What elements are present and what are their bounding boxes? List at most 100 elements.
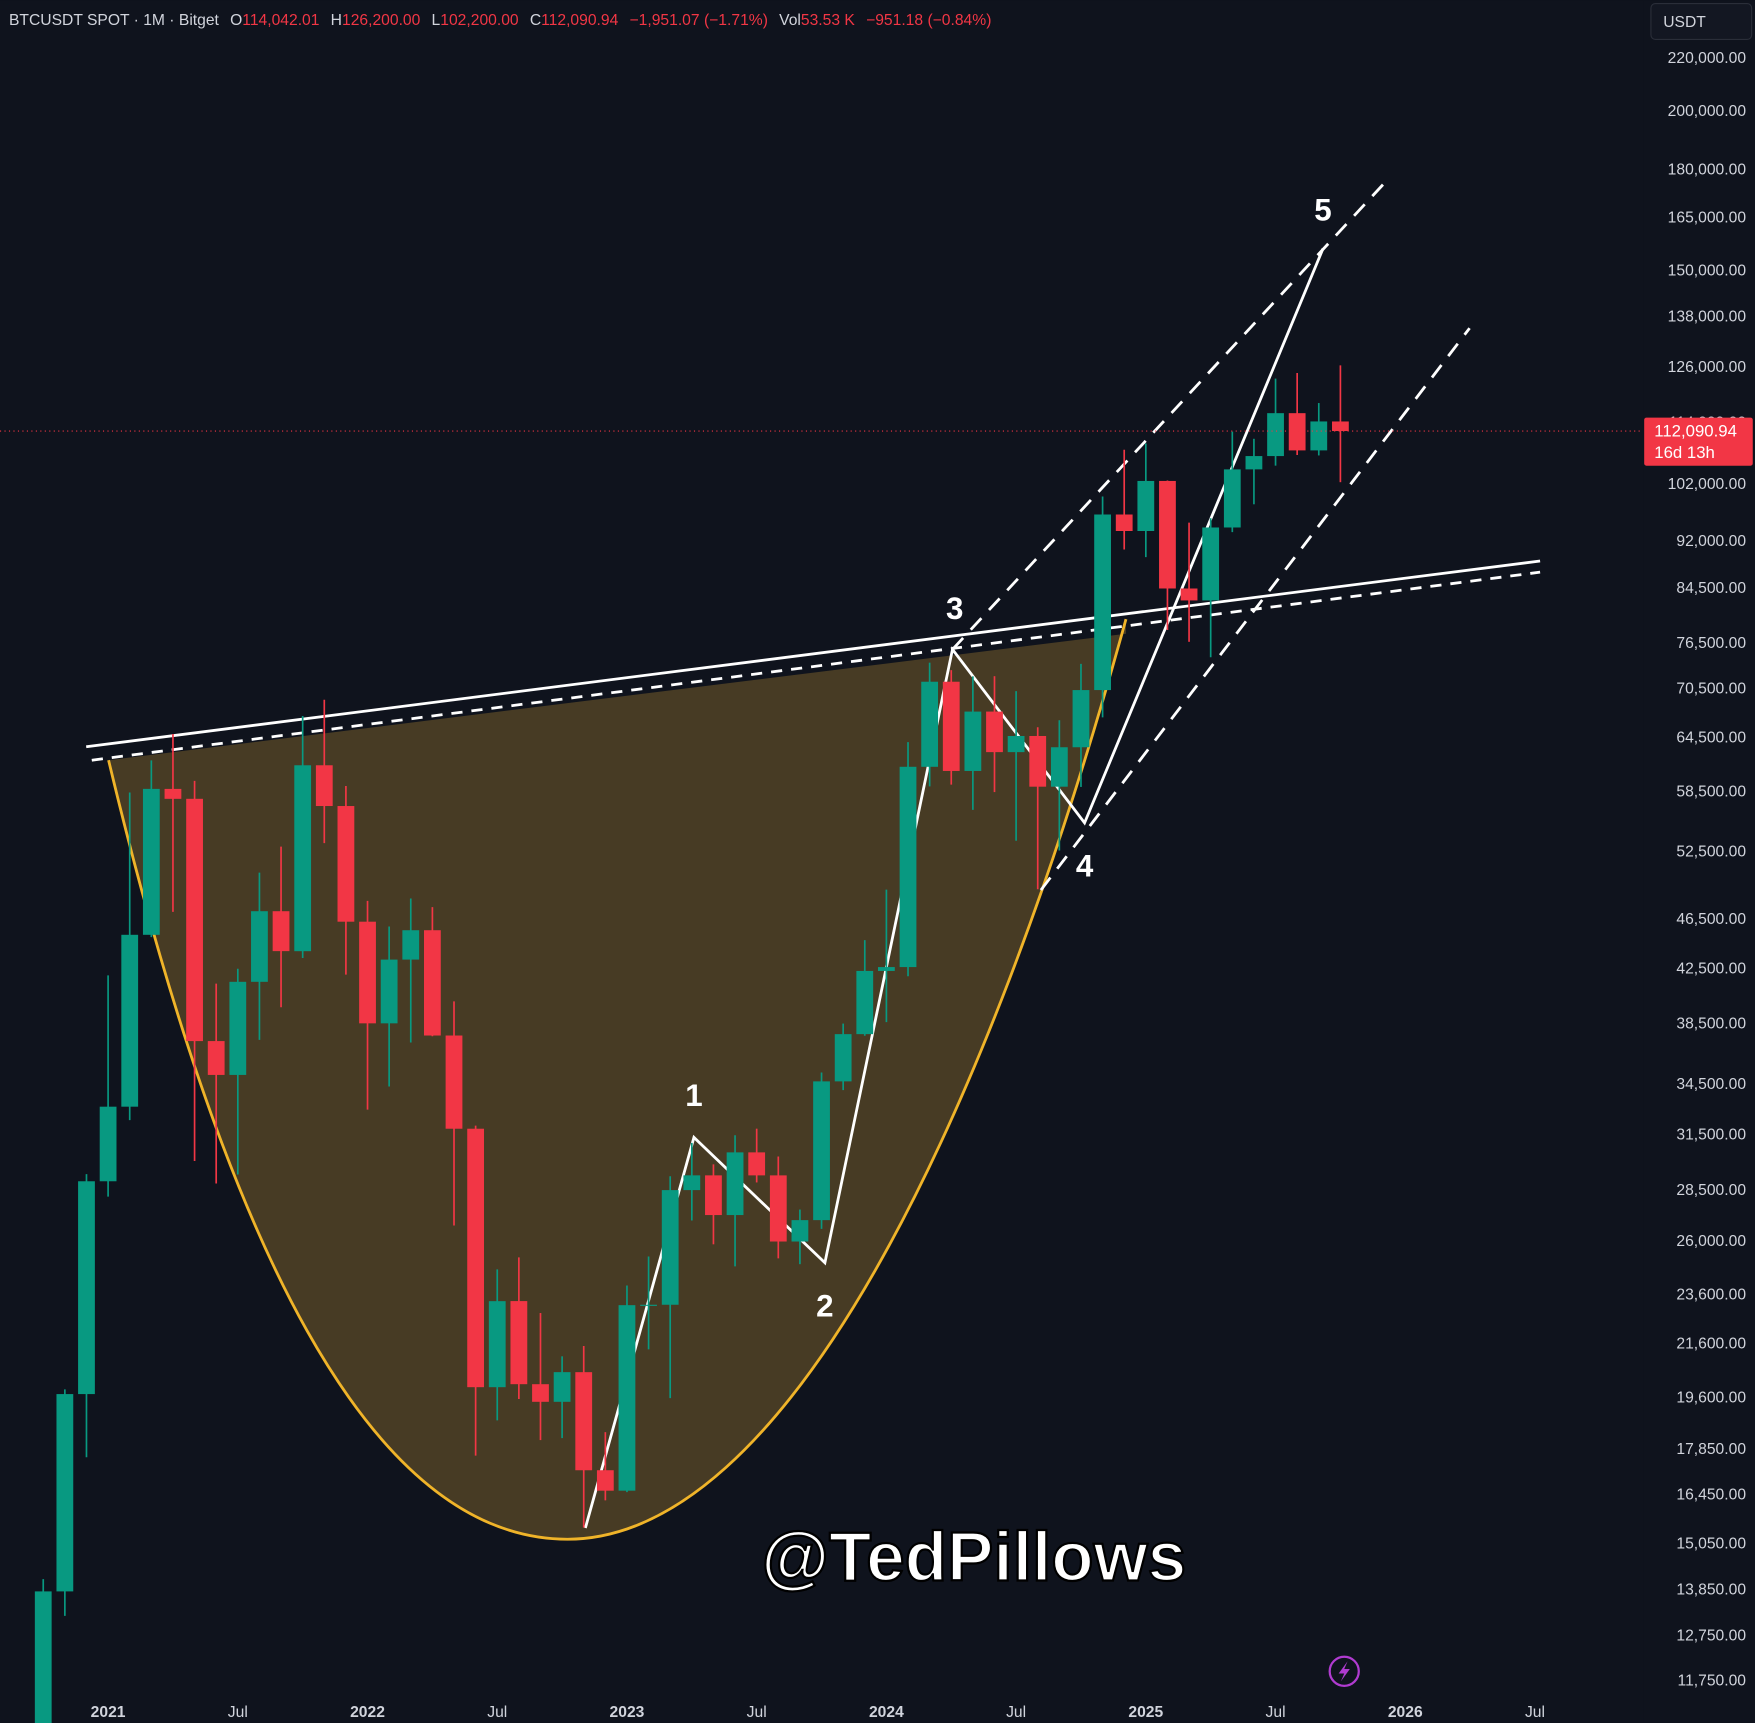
- y-tick-label: 46,500.00: [1676, 911, 1746, 928]
- candle-body: [596, 1470, 614, 1491]
- candle-body: [618, 1305, 636, 1491]
- candle-body: [640, 1304, 657, 1306]
- wave-label: 2: [816, 1288, 833, 1323]
- x-tick-label: Jul: [747, 1704, 767, 1721]
- volume-change: −951.18 (−0.84%): [866, 12, 991, 29]
- candle-body: [575, 1372, 593, 1471]
- ohlc-value: 114,042.01: [242, 12, 319, 29]
- y-tick-label: 21,600.00: [1676, 1336, 1746, 1353]
- x-tick-label: Jul: [228, 1704, 248, 1721]
- y-tick-label: 200,000.00: [1668, 103, 1747, 120]
- y-tick-label: 220,000.00: [1668, 50, 1747, 67]
- icon-bolt: [1338, 1661, 1350, 1682]
- cup-curve: [107, 618, 1128, 1541]
- y-tick-label: 58,500.00: [1676, 784, 1746, 801]
- candle-body: [251, 911, 268, 982]
- candle-body: [423, 930, 441, 1036]
- y-tick-label: 17,850.00: [1676, 1441, 1746, 1458]
- candle-body: [813, 1081, 830, 1221]
- countdown: 16d 13h: [1654, 443, 1715, 462]
- y-tick-label: 34,500.00: [1676, 1076, 1746, 1093]
- x-tick-label: Jul: [1006, 1704, 1026, 1721]
- candle-body: [921, 681, 939, 767]
- wave-label: 1: [685, 1078, 702, 1113]
- candle-body: [1159, 480, 1176, 589]
- y-tick-label: 138,000.00: [1668, 308, 1747, 325]
- candle-body: [899, 766, 917, 968]
- replay-icon[interactable]: [1328, 1655, 1360, 1687]
- y-tick-label: 92,000.00: [1676, 533, 1746, 550]
- candle-body: [121, 934, 139, 1107]
- candle-body: [56, 1394, 74, 1592]
- candles: [34, 365, 1349, 1723]
- candle-body: [1050, 747, 1068, 787]
- candle-body: [1202, 527, 1220, 601]
- candle-body: [164, 788, 182, 799]
- candle-body: [683, 1175, 701, 1191]
- candle-body: [1332, 421, 1349, 432]
- currency-box[interactable]: [1650, 3, 1753, 40]
- watermark: @TedPillows: [761, 1518, 1186, 1596]
- candle-body: [986, 711, 1003, 753]
- y-tick-label: 15,050.00: [1676, 1536, 1746, 1553]
- candle-body: [467, 1128, 485, 1388]
- y-tick-label: 31,500.00: [1676, 1127, 1746, 1144]
- last-price-box: [1644, 417, 1753, 466]
- candle-body: [964, 711, 982, 771]
- y-tick-label: 126,000.00: [1668, 359, 1747, 376]
- candle-body: [834, 1034, 852, 1082]
- x-tick-label: 2024: [869, 1704, 904, 1721]
- currency-label[interactable]: USDT: [1663, 14, 1706, 31]
- candle-body: [878, 967, 895, 971]
- candle-body: [99, 1106, 117, 1182]
- last-price-label: 112,090.94: [1654, 422, 1737, 441]
- candle-body: [1310, 421, 1328, 451]
- neckline-dashed: [91, 570, 1541, 762]
- header: BTCUSDT SPOT · 1M · Bitget O114,042.01 H12…: [9, 12, 991, 29]
- wave-label: 3: [946, 591, 963, 626]
- candle-body: [229, 981, 247, 1075]
- channel-lower: [1039, 327, 1471, 891]
- x-tick-label: Jul: [1525, 1704, 1545, 1721]
- y-tick-label: 23,600.00: [1676, 1286, 1746, 1303]
- candle-body: [726, 1152, 744, 1216]
- y-tick-label: 84,500.00: [1676, 580, 1746, 597]
- candle-body: [1072, 690, 1090, 748]
- icon-circle[interactable]: [1328, 1655, 1360, 1687]
- candle-body: [748, 1152, 766, 1176]
- y-tick-label: 16,450.00: [1676, 1486, 1746, 1503]
- candle-body: [142, 788, 160, 935]
- x-tick-label: 2022: [350, 1704, 385, 1721]
- candle-body: [1007, 735, 1025, 753]
- candle-body: [1137, 480, 1155, 532]
- candle-body: [272, 911, 290, 952]
- candle-body: [1029, 735, 1047, 787]
- y-tick-label: 26,000.00: [1676, 1233, 1746, 1250]
- candle-body: [705, 1175, 722, 1216]
- y-tick-label: 70,500.00: [1676, 680, 1746, 697]
- candle-body: [315, 765, 333, 807]
- candle-body: [380, 959, 398, 1024]
- ohlc-value: 112,090.94: [541, 12, 618, 29]
- y-tick-label: 150,000.00: [1668, 262, 1747, 279]
- y-tick-label: 180,000.00: [1668, 161, 1747, 178]
- currency-button[interactable]: USDT: [1650, 3, 1753, 40]
- candle-body: [1288, 413, 1306, 451]
- candle-body: [532, 1384, 549, 1402]
- x-axis: 2021 Jul 2022 Jul 2023 Jul 2024 Jul 2025 Jul 2026 J…: [91, 1704, 1545, 1721]
- symbol: BTCUSDT SPOT · 1M · Bitget: [9, 12, 220, 29]
- price-axis: [1643, 0, 1755, 1723]
- candle-body: [942, 681, 960, 771]
- candle-body: [34, 1591, 52, 1723]
- candle-body: [359, 921, 376, 1024]
- ohlc-key: H: [331, 12, 342, 29]
- volume: 53.53 K: [801, 12, 856, 29]
- drawings: [86, 178, 1541, 1541]
- y-tick-label: 52,500.00: [1676, 844, 1746, 861]
- candle-body: [445, 1035, 463, 1129]
- candle-body: [207, 1041, 225, 1075]
- wave-label: 4: [1076, 849, 1094, 884]
- ohlc-key: L: [432, 12, 441, 29]
